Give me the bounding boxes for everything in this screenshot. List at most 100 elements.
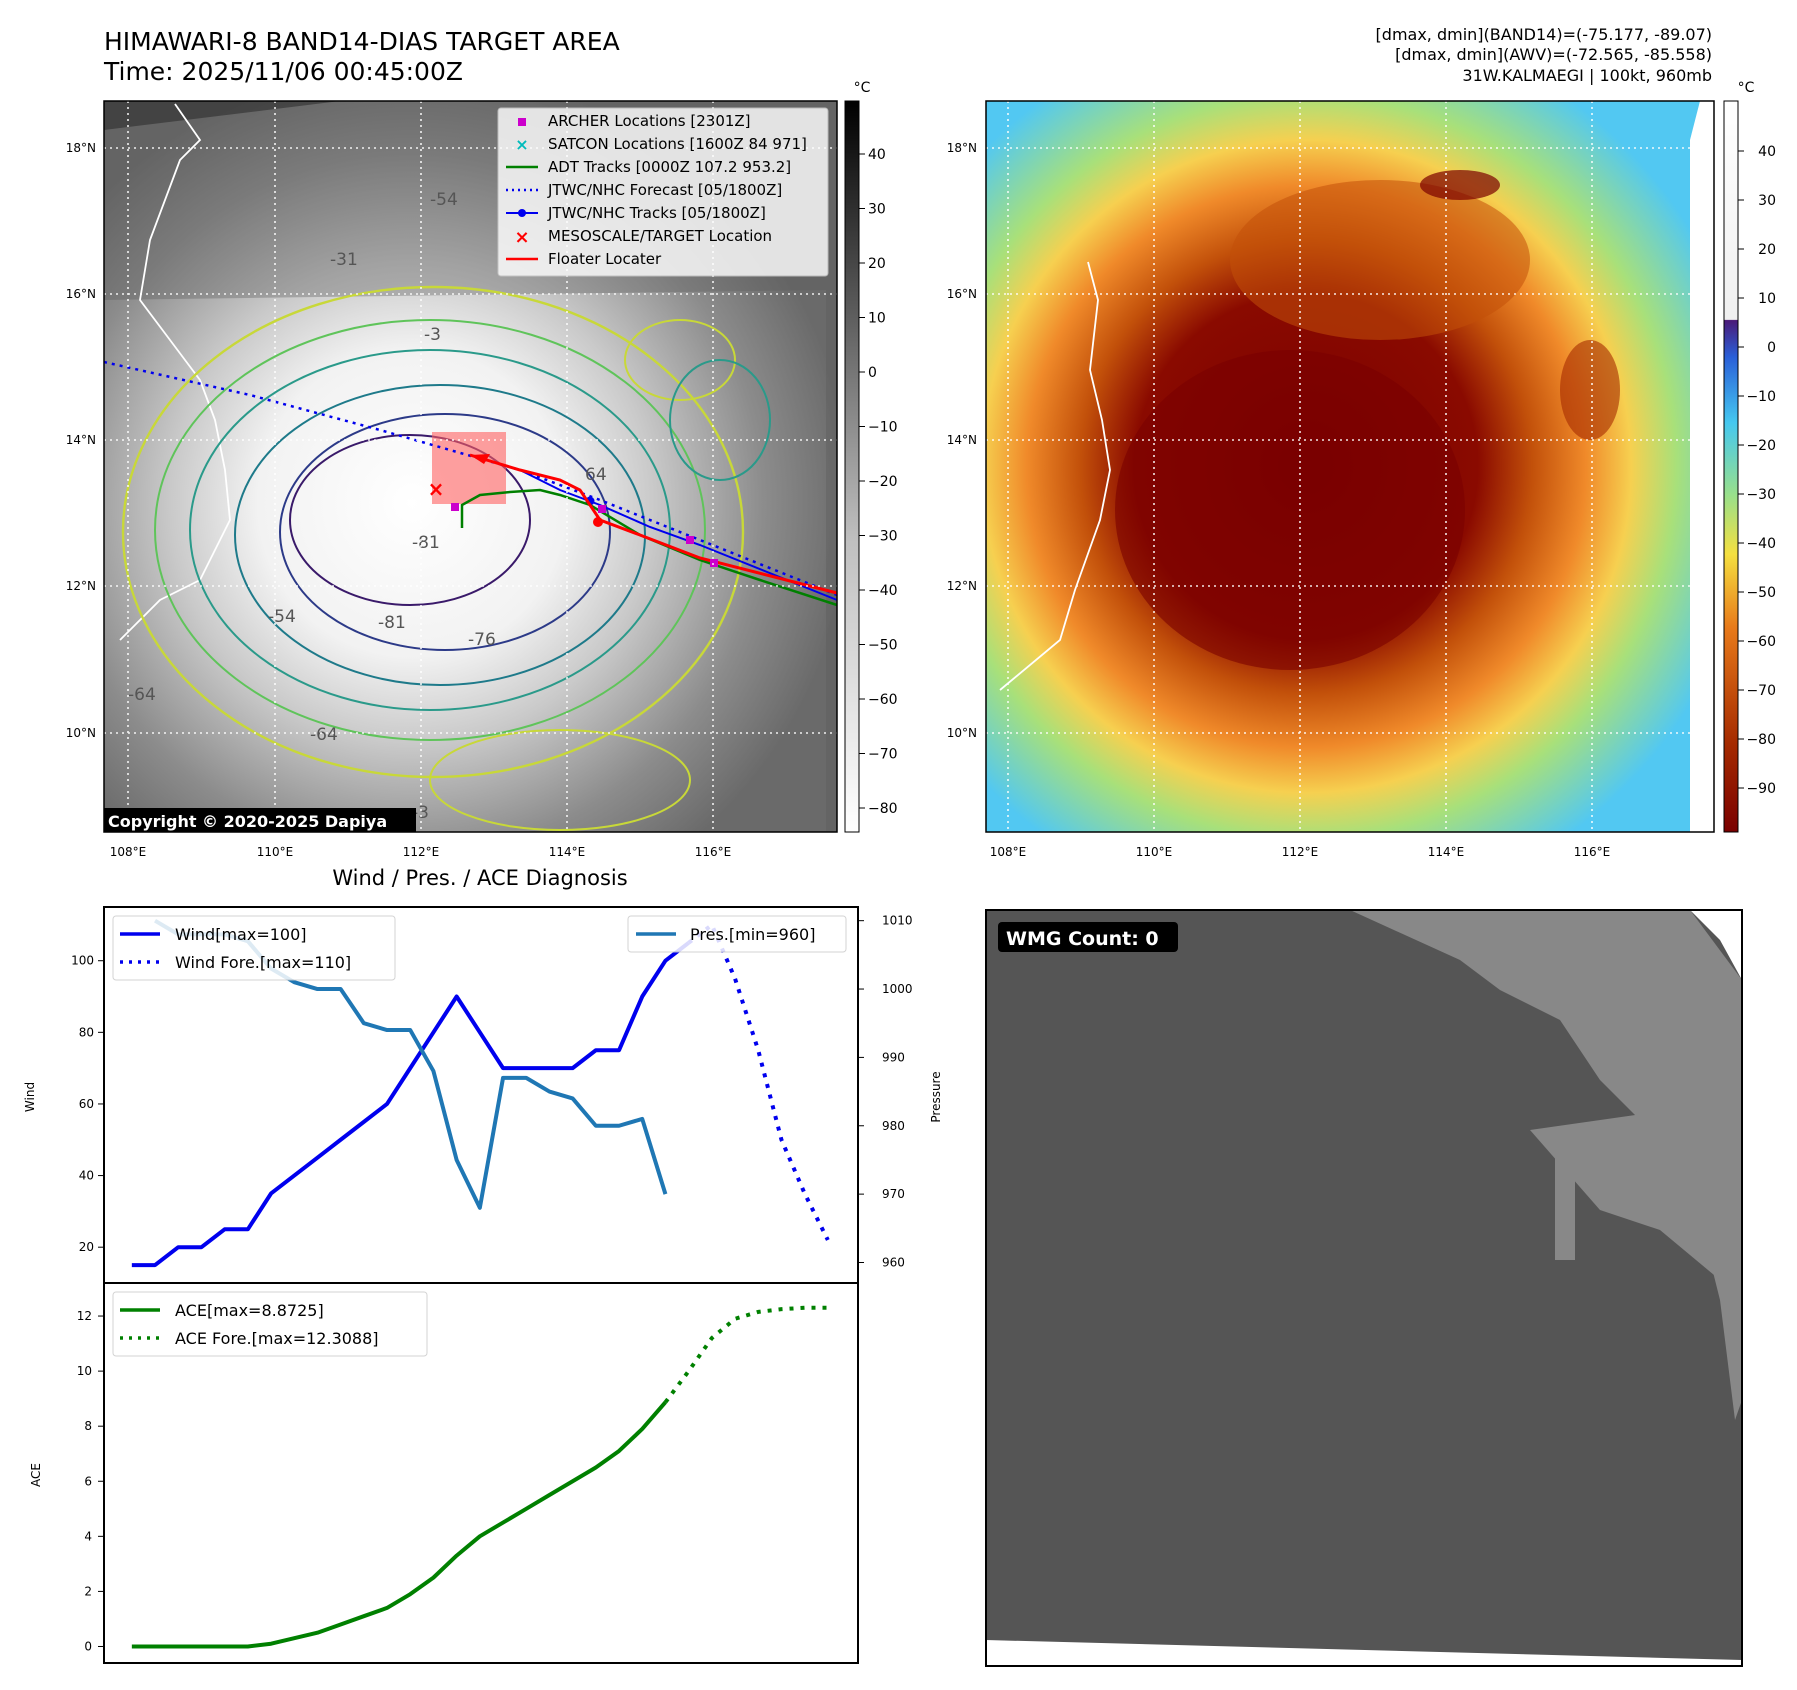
contour-label: -54 [430, 190, 458, 210]
pressure-tick: 1010 [882, 914, 913, 928]
gray-colorbar-tick: −80 [868, 801, 898, 817]
wind-tick: 40 [79, 1169, 94, 1183]
wind-legend [112, 915, 396, 981]
lon-tick: 108°E [990, 845, 1027, 859]
wind-tick: 20 [79, 1240, 94, 1254]
jtwc-track [519, 469, 838, 601]
contour-label: -76 [468, 630, 496, 650]
gray-colorbar-tick: −60 [868, 692, 898, 708]
floater-locater [469, 453, 838, 595]
color-colorbar-unit: °C [1738, 80, 1755, 96]
wmg-panel: WMG Count: 0 [985, 909, 1743, 1667]
info-storm: 31W.KALMAEGI | 100kt, 960mb [1462, 66, 1712, 85]
gray-colorbar-unit: °C [854, 80, 871, 96]
ace-legend-label: ACE[max=8.8725] [175, 1301, 324, 1320]
pressure-tick: 960 [882, 1255, 905, 1269]
lon-tick: 112°E [403, 845, 440, 859]
legend-floater: Floater Locater [548, 250, 662, 268]
wind-series-line [131, 941, 690, 1268]
info-awv: [dmax, dmin](AWV)=(-72.565, -85.558) [1395, 45, 1712, 64]
lon-tick: 110°E [257, 845, 294, 859]
lat-tick: 12°N [947, 579, 977, 593]
lat-tick: 16°N [947, 287, 977, 301]
pressure-tick: 990 [882, 1050, 905, 1064]
contour-label: -54 [268, 607, 296, 627]
lon-tick: 114°E [549, 845, 586, 859]
legend-jtwc: JTWC/NHC Tracks [05/1800Z] [547, 204, 766, 222]
gray-colorbar-tick: 30 [868, 202, 886, 218]
lat-tick: 14°N [66, 433, 96, 447]
pressure-tick: 1000 [882, 982, 913, 996]
color-colorbar-tick: −90 [1746, 781, 1776, 797]
color-colorbar-tick: −80 [1746, 732, 1776, 748]
legend-satcon-swatch: × [515, 135, 528, 154]
contour-label: -81 [412, 533, 440, 553]
archer-marker [686, 536, 694, 544]
legend-mesoscale: MESOSCALE/TARGET Location [548, 227, 772, 245]
legend-mesoscale-swatch: × [514, 227, 529, 248]
archer-marker [451, 503, 459, 511]
color-colorbar-tick: −60 [1746, 634, 1776, 650]
ace-tick: 0 [84, 1639, 92, 1653]
ace-tick: 8 [84, 1419, 92, 1433]
ace-tick: 10 [77, 1364, 92, 1378]
color-colorbar-tick: 10 [1758, 291, 1776, 307]
color-colorbar-tick: 30 [1758, 193, 1776, 209]
figure-title: HIMAWARI-8 BAND14-DIAS TARGET AREA [104, 27, 620, 56]
gray-colorbar-tick: 40 [868, 147, 886, 163]
wind-fore-legend-label: Wind Fore.[max=110] [175, 953, 351, 972]
contour-label: 64 [585, 465, 607, 485]
lon-tick: 110°E [1136, 845, 1173, 859]
legend-jtwc-swatch [518, 209, 526, 217]
ace-series-line [131, 1400, 667, 1649]
lon-tick: 114°E [1428, 845, 1465, 859]
contour-label: -3 [412, 803, 429, 823]
coastline [999, 261, 1111, 691]
gray-colorbar-tick: −20 [868, 474, 898, 490]
color-colorbar-tick: 0 [1767, 340, 1776, 356]
ace-fore-legend-label: ACE Fore.[max=12.3088] [175, 1329, 379, 1348]
ace-forecast-series-line [663, 1305, 828, 1404]
lon-tick: 116°E [1574, 845, 1611, 859]
mesoscale-target-marker: × [428, 477, 445, 501]
contour-label: -64 [310, 725, 338, 745]
info-band14: [dmax, dmin](BAND14)=(-75.177, -89.07) [1376, 25, 1712, 44]
ace-legend [112, 1291, 428, 1357]
archer-marker [598, 505, 606, 513]
ir-color-map [985, 100, 1715, 833]
gray-colorbar-tick: 0 [868, 365, 877, 381]
wind-tick: 60 [79, 1097, 94, 1111]
ace-tick: 2 [84, 1584, 92, 1598]
ace-tick: 12 [77, 1309, 92, 1323]
lat-tick: 14°N [947, 433, 977, 447]
legend-forecast: JTWC/NHC Forecast [05/1800Z] [547, 181, 782, 199]
pressure-axis-label: Pressure [929, 1071, 943, 1122]
adt-track [460, 488, 838, 607]
diagnosis-title: Wind / Pres. / ACE Diagnosis [332, 866, 627, 890]
color-colorbar-tick: −50 [1746, 585, 1776, 601]
target-area-box [432, 432, 506, 504]
legend-adt: ADT Tracks [0000Z 107.2 953.2] [548, 158, 791, 176]
legend-archer: ARCHER Locations [2301Z] [548, 112, 751, 130]
gray-colorbar: °C 40 30 20 10 0 −10 −20 −30 −40 −50 −60 −70 −80 [844, 80, 898, 833]
lat-tick: 12°N [66, 579, 96, 593]
gray-colorbar-tick: −70 [868, 747, 898, 763]
map-legend: ARCHER Locations [2301Z] × SATCON Locati… [497, 107, 829, 277]
lon-tick: 116°E [695, 845, 732, 859]
lat-tick: 10°N [66, 726, 96, 740]
pressure-legend-label: Pres.[min=960] [690, 925, 815, 944]
lat-tick: 16°N [66, 287, 96, 301]
color-colorbar-tick: −30 [1746, 487, 1776, 503]
ace-chart: ACE 0 2 4 6 8 10 12 ACE[max=8.8725] ACE Fore.[… [29, 1282, 859, 1664]
lat-tick: 18°N [66, 141, 96, 155]
color-colorbar-tick: 40 [1758, 144, 1776, 160]
copyright-box [104, 808, 416, 832]
gray-colorbar-tick: 10 [868, 311, 886, 327]
color-colorbar-tick: −10 [1746, 389, 1776, 405]
contour-label: -64 [128, 685, 156, 705]
wind-tick: 80 [79, 1025, 94, 1039]
copyright: Copyright © 2020-2025 Dapiya [108, 812, 387, 831]
pressure-tick: 970 [882, 1187, 905, 1201]
wind-forecast-series-line [687, 922, 830, 1241]
